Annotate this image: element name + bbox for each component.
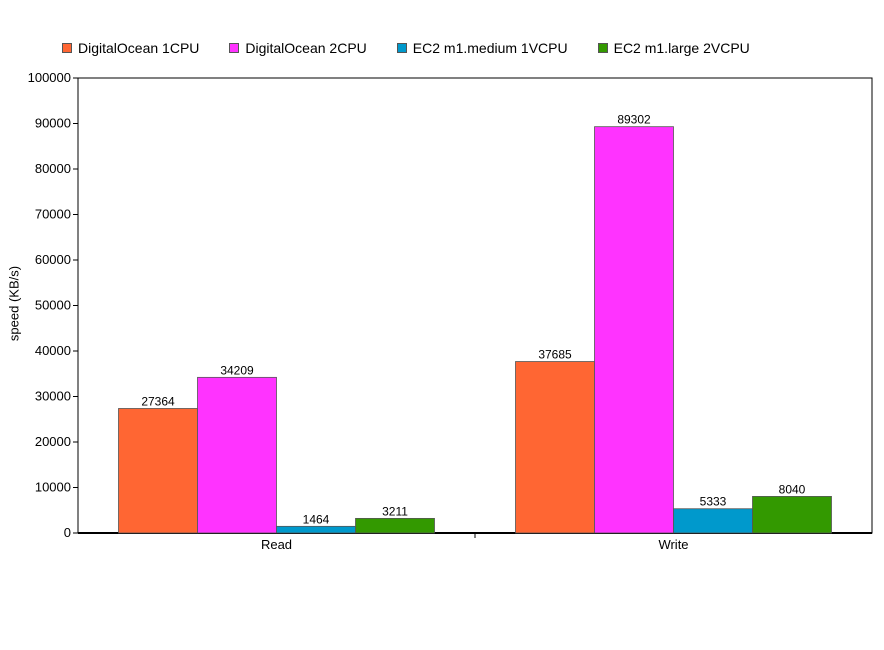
chart-legend: DigitalOcean 1CPU DigitalOcean 2CPU EC2 …: [62, 40, 780, 56]
bar: [276, 525, 356, 534]
legend-item-ec2-large: EC2 m1.large 2VCPU: [597, 40, 750, 56]
legend-label-ec2-large: EC2 m1.large 2VCPU: [613, 40, 750, 56]
y-tick-label: 70000: [35, 207, 71, 222]
y-tick-label: 10000: [35, 480, 71, 495]
data-label: 8040: [779, 482, 806, 496]
legend-label-do1: DigitalOcean 1CPU: [78, 40, 200, 56]
legend-swatch-do1: [62, 43, 72, 53]
bar: [752, 496, 832, 534]
data-label: 27364: [141, 394, 175, 408]
y-tick-label: 40000: [35, 343, 71, 358]
bar: [197, 376, 277, 534]
data-label: 3211: [382, 504, 408, 518]
y-tick-label: 100000: [28, 70, 71, 85]
legend-swatch-do2: [229, 43, 240, 53]
y-tick-label: 30000: [35, 389, 71, 404]
legend-label-do2: DigitalOcean 2CPU: [245, 40, 367, 56]
bar: [594, 126, 674, 534]
legend-item-ec2-medium: EC2 m1.medium 1VCPU: [396, 40, 568, 56]
y-tick-label: 80000: [35, 161, 71, 176]
legend-swatch-ec2-large: [597, 43, 608, 53]
legend-label-ec2-medium: EC2 m1.medium 1VCPU: [412, 40, 568, 56]
data-label: 37685: [538, 348, 572, 362]
data-label: 89302: [617, 113, 651, 127]
data-label: 1464: [303, 512, 330, 526]
bar: [673, 508, 753, 534]
x-tick-label: Read: [261, 537, 292, 552]
legend-swatch-ec2-medium: [396, 43, 407, 53]
y-tick-label: 20000: [35, 434, 71, 449]
legend-item-do1: DigitalOcean 1CPU: [62, 40, 199, 56]
y-tick-label: 60000: [35, 252, 71, 267]
y-tick-label: 50000: [35, 298, 71, 313]
data-label: 34209: [220, 363, 254, 377]
data-label: 5333: [700, 495, 727, 509]
bar: [515, 361, 595, 534]
bar: [355, 517, 435, 534]
legend-item-do2: DigitalOcean 2CPU: [229, 40, 367, 56]
y-tick-label: 0: [64, 525, 71, 540]
bar: [118, 408, 198, 534]
y-tick-label: 90000: [35, 116, 71, 131]
x-tick-label: Write: [658, 537, 688, 552]
